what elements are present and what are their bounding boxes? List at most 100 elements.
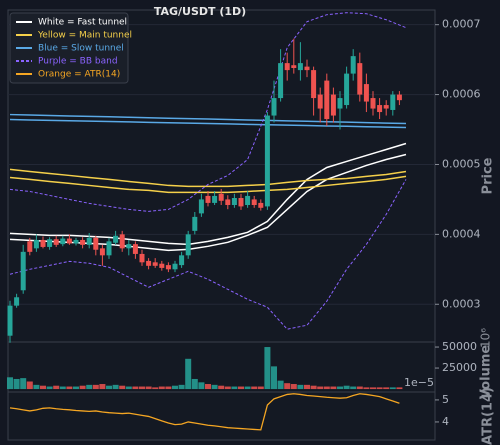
overlay-line: [9, 168, 407, 188]
candle-body: [324, 80, 330, 120]
volume-bar: [33, 384, 40, 390]
legend: White = Fast tunnel Yellow = Main tunnel B…: [9, 12, 132, 84]
candle-body: [337, 98, 343, 109]
volume-bar: [290, 384, 297, 390]
volume-bar: [178, 384, 185, 390]
volume-bar: [13, 378, 20, 390]
candle-body: [251, 199, 257, 206]
candle-body: [132, 244, 138, 254]
candle-body: [304, 66, 310, 71]
candle-body: [126, 244, 132, 249]
volume-bar: [337, 386, 343, 390]
volume-bar: [152, 387, 159, 390]
volume-bar: [317, 386, 324, 390]
volume-bar: [59, 386, 66, 390]
volume-bar: [383, 387, 390, 390]
candle-body: [172, 263, 178, 270]
candle-body: [152, 262, 158, 266]
candle-body: [33, 239, 39, 249]
volume-bar: [271, 366, 277, 390]
volume-bar: [145, 386, 152, 390]
candle-body: [297, 63, 303, 71]
candle-body: [20, 251, 26, 291]
candle-body: [40, 239, 46, 247]
candle-body: [317, 94, 323, 109]
volume-bar: [165, 386, 172, 390]
y-tick-label: 0.0007: [442, 18, 481, 31]
volume-bar: [251, 386, 258, 390]
volume-bar: [158, 386, 165, 390]
volume-bar: [191, 378, 198, 390]
candle-body: [284, 63, 290, 71]
volume-bar: [257, 386, 264, 390]
volume-bar: [106, 385, 112, 390]
candle-body: [264, 115, 270, 207]
y-tick-label: 25000: [442, 361, 477, 374]
candle-body: [93, 237, 99, 250]
candle-body: [185, 234, 191, 256]
candle-body: [7, 305, 13, 336]
y-tick-label: 0.0003: [442, 297, 481, 310]
volume-bar: [205, 384, 211, 390]
y-axis-label: ATR(14): [481, 387, 496, 445]
volume-bar: [330, 386, 337, 390]
candle-body: [113, 235, 119, 243]
candle-body: [159, 263, 165, 268]
volume-bar: [40, 385, 46, 390]
candle-body: [390, 94, 396, 110]
volume-bar: [46, 386, 53, 390]
overlay-line: [9, 142, 407, 246]
y-tick-label: 0.0004: [442, 227, 481, 240]
legend-label: Blue = Slow tunnel: [38, 44, 124, 54]
candle-body: [363, 84, 369, 102]
candle-body: [278, 63, 284, 99]
candle-body: [212, 195, 218, 203]
y-tick-label: 4: [442, 415, 449, 428]
volume-bar: [218, 385, 225, 390]
volume-bar: [396, 387, 403, 390]
y-tick-label: 0.0006: [442, 88, 481, 101]
candle-body: [80, 239, 86, 245]
candle-body: [311, 70, 317, 99]
volume-bar: [53, 385, 60, 390]
candle-body: [357, 63, 363, 95]
candle-body: [383, 105, 389, 109]
candle-body: [238, 198, 244, 207]
y-axis-label: Volume: [479, 345, 494, 400]
volume-bar: [244, 386, 251, 390]
volume-bar: [99, 384, 106, 390]
volume-bar: [211, 384, 218, 390]
volume-bar: [185, 358, 192, 390]
volume-bar: [238, 386, 244, 390]
volume-bar: [304, 384, 310, 390]
volume-bar: [92, 384, 99, 390]
candle-body: [330, 94, 336, 116]
candle-body: [73, 239, 79, 244]
candle-body: [119, 234, 125, 249]
y-axis-label: Price: [481, 157, 496, 194]
candle-body: [258, 202, 264, 208]
candle-body: [146, 260, 152, 266]
volume-bar: [139, 386, 145, 390]
candle-body: [350, 56, 356, 74]
volume-bar: [356, 386, 363, 390]
y-tick-label: 5: [442, 393, 449, 406]
volume-bar: [198, 382, 205, 390]
candle-body: [225, 199, 231, 206]
candle-body: [86, 237, 92, 245]
atr-line: [9, 393, 400, 431]
volume-bar: [125, 386, 132, 390]
candle-body: [99, 248, 105, 256]
y-tick-label: 50000: [442, 340, 477, 353]
volume-bar: [7, 377, 13, 390]
candle-body: [66, 238, 72, 244]
legend-label: White = Fast tunnel: [38, 18, 127, 28]
candle-body: [198, 199, 204, 214]
volume-bar: [284, 383, 291, 390]
legend-label: Yellow = Main tunnel: [37, 31, 132, 41]
volume-bar: [264, 347, 271, 390]
volume-bar: [26, 381, 33, 390]
axis-offset-label: 10⁶: [479, 328, 493, 348]
volume-bar: [310, 385, 317, 390]
